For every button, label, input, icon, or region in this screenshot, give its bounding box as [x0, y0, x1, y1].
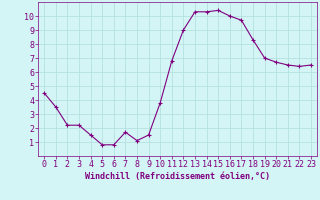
X-axis label: Windchill (Refroidissement éolien,°C): Windchill (Refroidissement éolien,°C) — [85, 172, 270, 181]
